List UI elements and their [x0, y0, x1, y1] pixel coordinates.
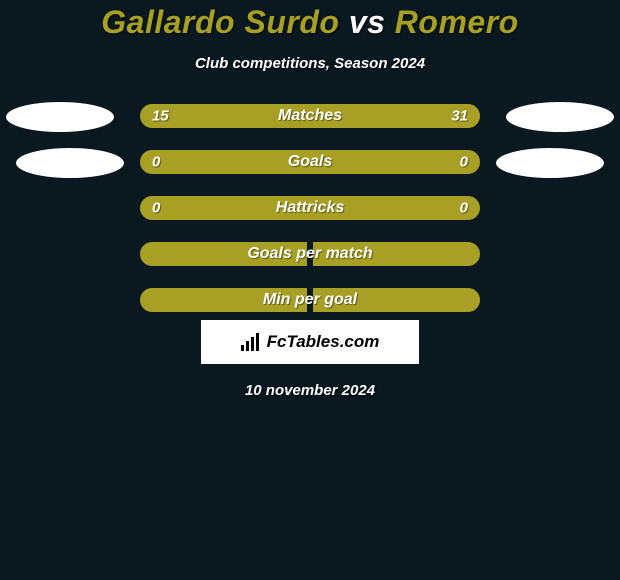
stat-label: Goals [288, 153, 332, 171]
stat-value-right: 31 [451, 108, 468, 125]
title-player-left: Gallardo Surdo [101, 4, 339, 40]
player-marker-left [16, 148, 124, 178]
bar-chart-icon [241, 333, 261, 351]
stat-bar: Matches 15 31 [140, 104, 480, 128]
bar-segment-right [310, 150, 480, 174]
comparison-container: Gallardo Surdo vs Romero Club competitio… [0, 0, 620, 399]
stat-value-right: 0 [460, 154, 468, 171]
page-title: Gallardo Surdo vs Romero [101, 4, 518, 41]
stat-label: Hattricks [276, 199, 344, 217]
stat-row: Matches 15 31 [0, 104, 620, 128]
stat-label: Goals per match [247, 245, 372, 263]
stat-row: Hattricks 0 0 [0, 196, 620, 220]
source-logo: FcTables.com [201, 320, 419, 364]
stat-bar: Hattricks 0 0 [140, 196, 480, 220]
stats-area: Matches 15 31 Goals 0 0 Hattricks 0 0 Goals per m… [0, 104, 620, 312]
stat-label: Min per goal [263, 291, 357, 309]
chart-bar [246, 341, 249, 351]
chart-bar [241, 345, 244, 351]
stat-value-right: 0 [460, 200, 468, 217]
title-vs: vs [339, 4, 394, 40]
chart-bar [256, 333, 259, 351]
stat-value-left: 15 [152, 108, 169, 125]
subtitle: Club competitions, Season 2024 [195, 55, 425, 72]
stat-row: Goals per match [0, 242, 620, 266]
chart-bar [251, 337, 254, 351]
stat-row: Goals 0 0 [0, 150, 620, 174]
player-marker-right [506, 102, 614, 132]
bar-segment-left [140, 150, 310, 174]
logo-text: FcTables.com [267, 332, 380, 352]
player-marker-left [6, 102, 114, 132]
date-label: 10 november 2024 [245, 382, 375, 399]
stat-value-left: 0 [152, 154, 160, 171]
stat-value-left: 0 [152, 200, 160, 217]
title-player-right: Romero [395, 4, 519, 40]
stat-row: Min per goal [0, 288, 620, 312]
stat-bar: Min per goal [140, 288, 480, 312]
stat-label: Matches [278, 107, 342, 125]
stat-bar: Goals per match [140, 242, 480, 266]
stat-bar: Goals 0 0 [140, 150, 480, 174]
player-marker-right [496, 148, 604, 178]
